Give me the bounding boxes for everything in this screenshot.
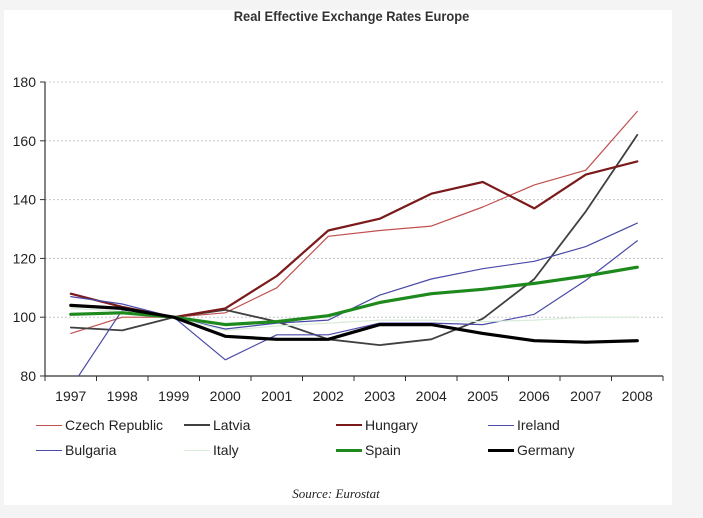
legend-swatch — [488, 448, 514, 452]
series-line-czech-republic — [70, 110, 638, 334]
legend-label: Bulgaria — [65, 442, 117, 458]
legend-item-germany: Germany — [488, 441, 648, 459]
legend-item-italy: Italy — [184, 441, 336, 459]
y-tick-label: 100 — [13, 309, 37, 325]
x-tick-label: 2006 — [519, 388, 550, 404]
chart-panel — [4, 10, 672, 505]
series-line-latvia — [69, 133, 639, 347]
x-tick-label: 2000 — [210, 388, 241, 404]
legend-swatch — [336, 448, 362, 452]
y-tick-label: 120 — [13, 250, 37, 266]
legend-item-spain: Spain — [336, 441, 488, 459]
x-tick-label: 2003 — [364, 388, 395, 404]
x-tick-label: 2005 — [467, 388, 498, 404]
gridlines — [45, 81, 663, 318]
y-tick-label: 140 — [13, 192, 37, 208]
y-tick-labels: 80 100 120 140 160 180 — [13, 74, 37, 384]
legend-swatch — [36, 449, 62, 451]
axes — [40, 81, 664, 381]
legend-swatch — [336, 424, 362, 426]
series-line-hungary — [69, 160, 639, 319]
x-tick-label: 2004 — [416, 388, 447, 404]
y-tick-label: 160 — [13, 133, 37, 149]
series-line-spain — [69, 265, 639, 327]
chart-title: Real Effective Exchange Rates Europe — [233, 8, 470, 24]
legend-label: Italy — [213, 442, 239, 458]
x-tick-label: 2007 — [570, 388, 601, 404]
x-tick-label: 1997 — [55, 388, 86, 404]
legend-item-bulgaria: Bulgaria — [36, 441, 184, 459]
legend-label: Spain — [365, 442, 401, 458]
y-tick-label: 180 — [13, 74, 37, 90]
series-lines — [69, 110, 639, 376]
x-tick-label: 2008 — [622, 388, 653, 404]
legend-label: Czech Republic — [65, 417, 164, 433]
legend-label: Ireland — [517, 417, 560, 433]
x-tick-labels: 1997 1998 1999 2000 2001 2002 2003 2004 2005 2006… — [55, 388, 653, 404]
legend-swatch — [184, 449, 210, 451]
y-tick-label: 80 — [20, 368, 36, 384]
series-line-germany — [69, 303, 639, 344]
series-line-italy — [70, 307, 638, 331]
legend-label: Latvia — [213, 417, 251, 433]
legend-item-ireland: Ireland — [488, 416, 648, 434]
x-tick-label: 2002 — [313, 388, 344, 404]
legend-swatch — [184, 424, 210, 426]
legend-item-czech-republic: Czech Republic — [36, 416, 184, 434]
legend: Czech Republic Latvia Hungary Ireland Bulgar… — [36, 416, 656, 459]
source-note: Source: Eurostat — [292, 486, 380, 501]
legend-item-latvia: Latvia — [184, 416, 336, 434]
legend-label: Hungary — [365, 417, 418, 433]
x-tick-label: 1999 — [158, 388, 189, 404]
legend-label: Germany — [517, 442, 575, 458]
x-tick-label: 1998 — [107, 388, 138, 404]
legend-item-hungary: Hungary — [336, 416, 488, 434]
x-tick-label: 2001 — [261, 388, 292, 404]
legend-swatch — [488, 424, 514, 426]
legend-swatch — [36, 424, 62, 426]
